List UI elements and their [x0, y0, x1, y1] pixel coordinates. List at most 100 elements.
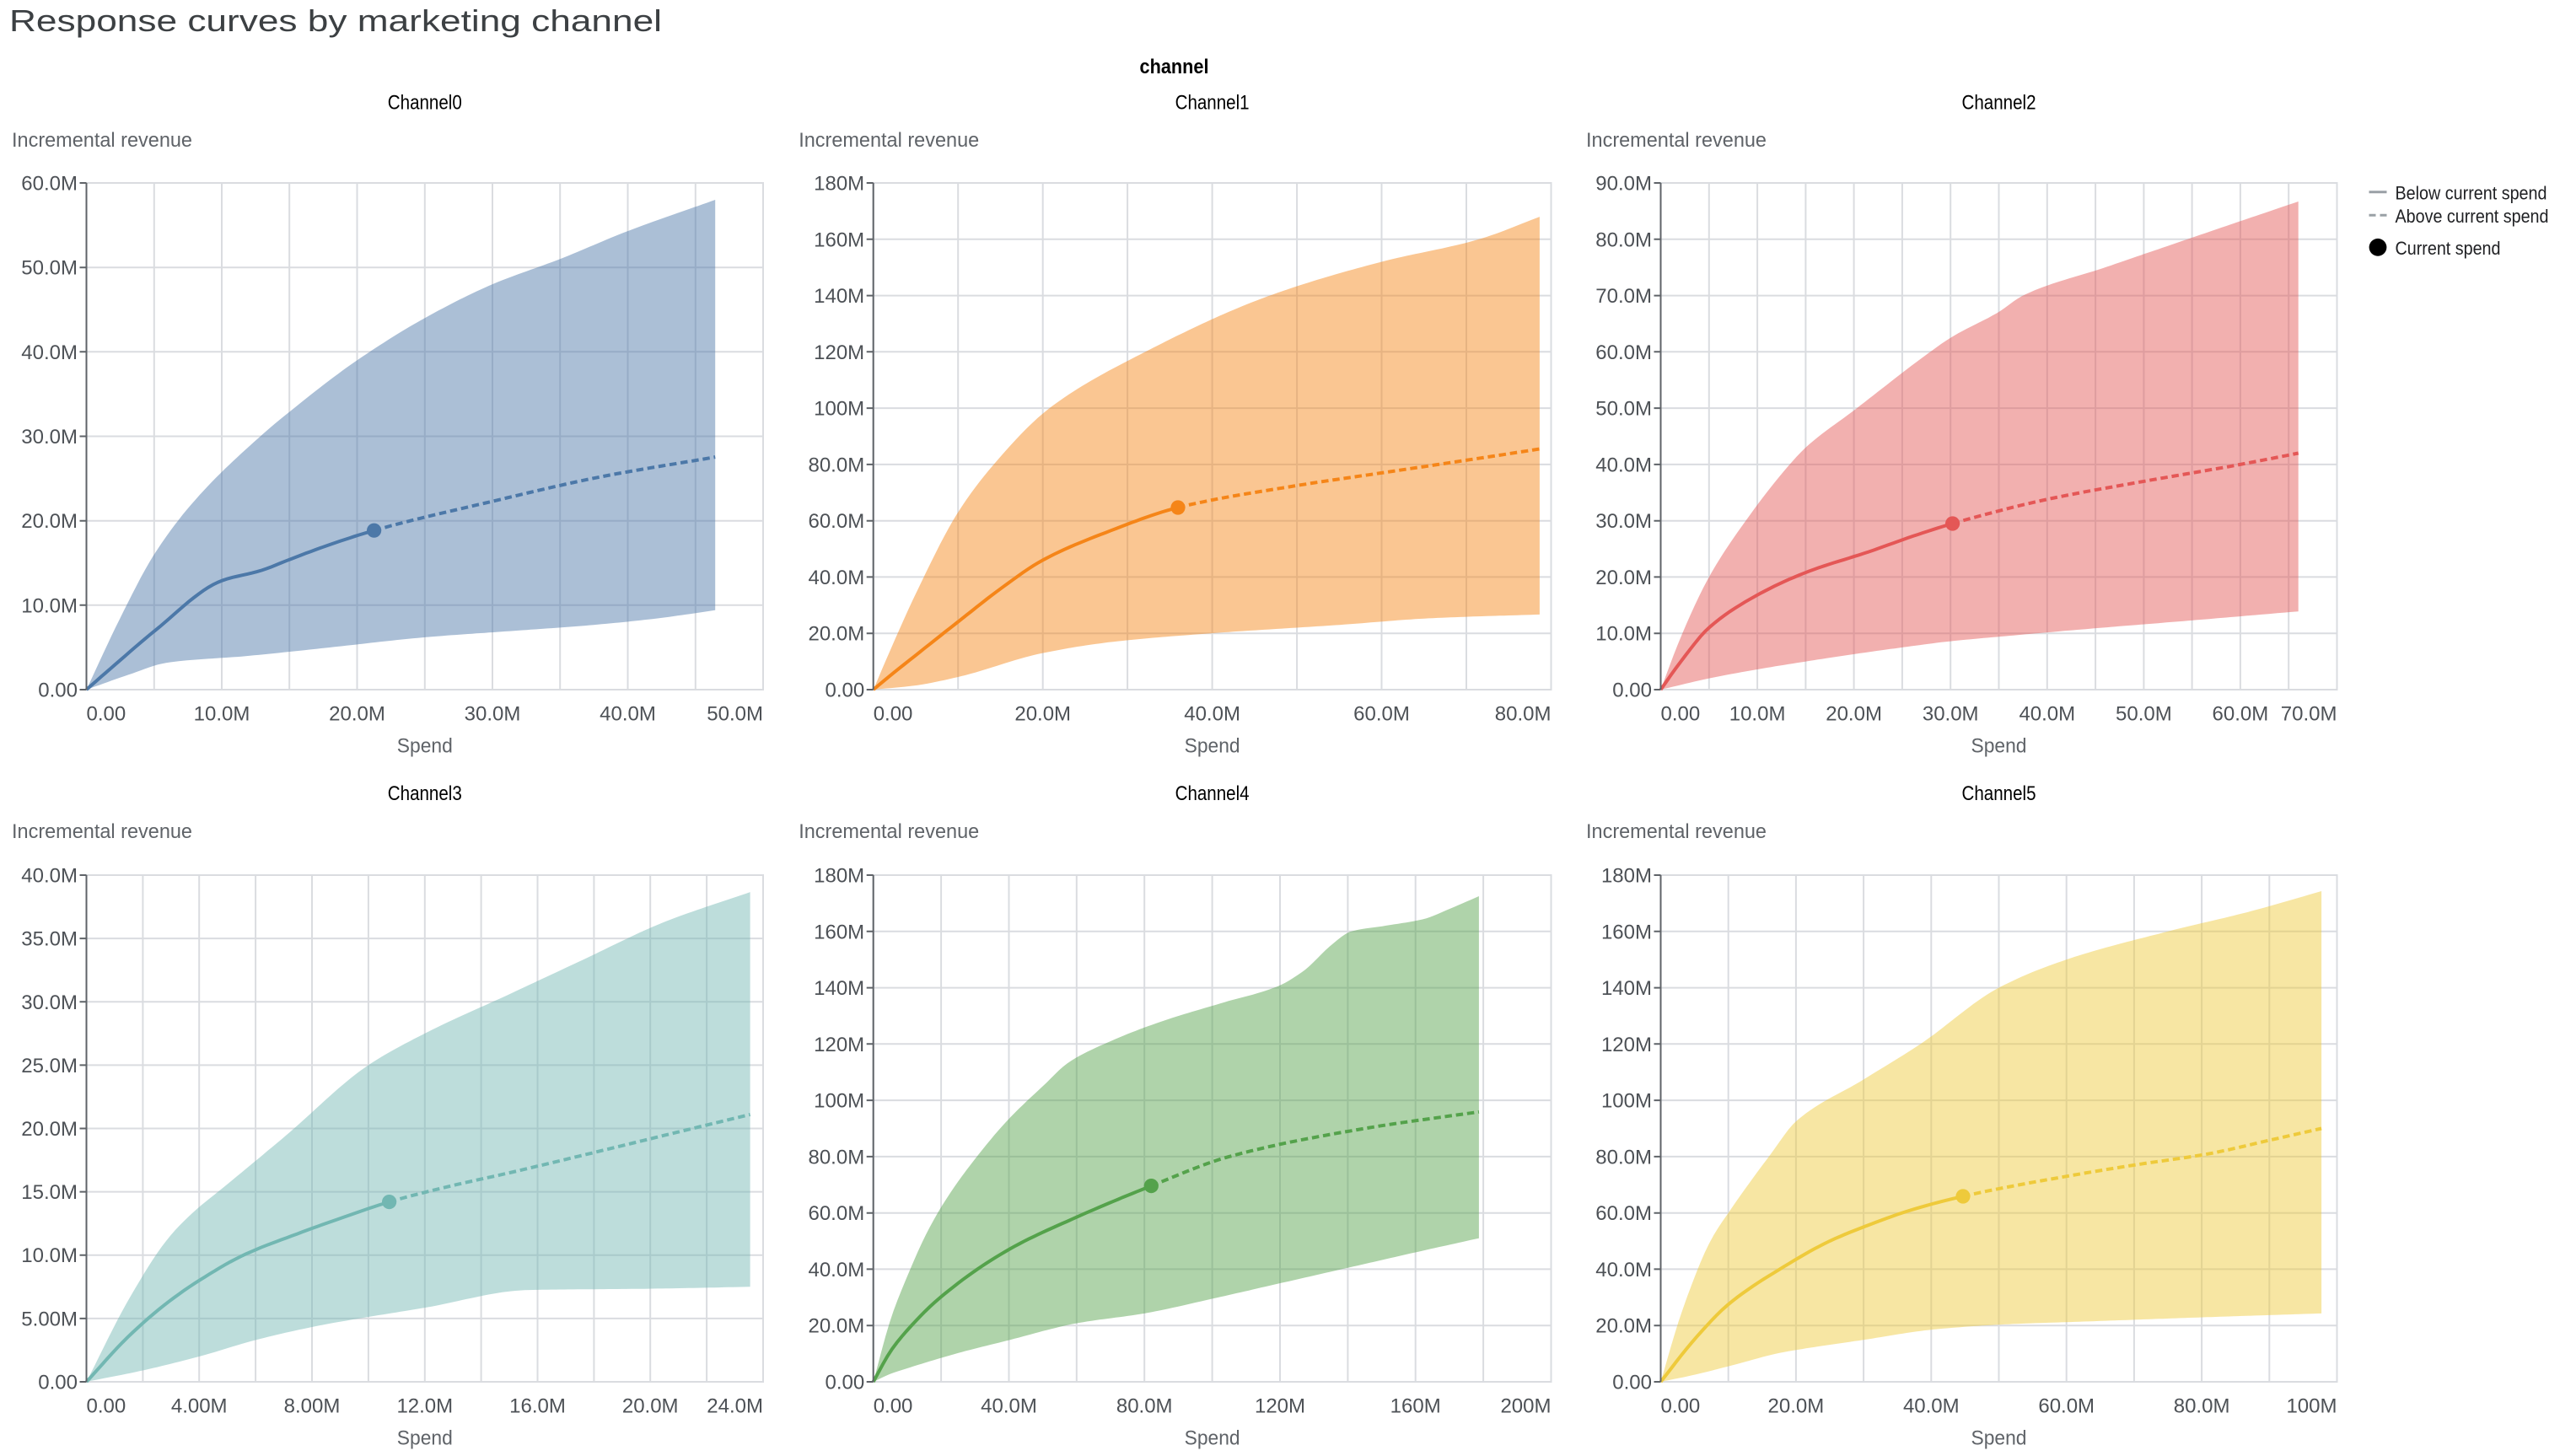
svg-text:Below current spend: Below current spend	[2396, 182, 2547, 203]
svg-text:140M: 140M	[814, 977, 864, 1000]
svg-text:40.0M: 40.0M	[808, 1259, 864, 1281]
svg-text:100M: 100M	[2286, 1395, 2337, 1418]
svg-text:30.0M: 30.0M	[21, 991, 78, 1014]
svg-text:60.0M: 60.0M	[2213, 703, 2269, 726]
svg-text:120M: 120M	[1255, 1395, 1305, 1418]
svg-text:Spend: Spend	[1185, 735, 1240, 758]
svg-text:40.0M: 40.0M	[600, 703, 656, 726]
svg-text:Spend: Spend	[1971, 735, 2027, 758]
svg-text:Spend: Spend	[397, 735, 453, 758]
svg-text:channel: channel	[1140, 56, 1209, 78]
svg-text:160M: 160M	[814, 921, 864, 943]
svg-text:Channel5: Channel5	[1962, 782, 2036, 805]
svg-text:Spend: Spend	[1971, 1427, 2027, 1450]
svg-text:40.0M: 40.0M	[808, 567, 864, 589]
svg-text:Channel1: Channel1	[1175, 92, 1250, 115]
svg-text:80.0M: 80.0M	[808, 1146, 864, 1169]
svg-text:140M: 140M	[814, 285, 864, 308]
svg-text:Channel2: Channel2	[1962, 92, 2036, 115]
svg-text:0.00: 0.00	[1612, 1372, 1652, 1394]
svg-text:24.0M: 24.0M	[707, 1395, 763, 1418]
svg-text:40.0M: 40.0M	[1595, 1259, 1652, 1281]
svg-text:8.00M: 8.00M	[284, 1395, 341, 1418]
svg-text:Channel0: Channel0	[388, 92, 462, 115]
svg-text:40.0M: 40.0M	[21, 341, 78, 364]
svg-text:180M: 180M	[1601, 865, 1652, 888]
svg-text:50.0M: 50.0M	[2116, 703, 2172, 726]
svg-text:120M: 120M	[814, 1034, 864, 1056]
svg-text:160M: 160M	[814, 228, 864, 251]
svg-text:100M: 100M	[814, 398, 864, 421]
svg-text:16.0M: 16.0M	[509, 1395, 566, 1418]
svg-text:20.0M: 20.0M	[21, 1118, 78, 1141]
svg-text:80.0M: 80.0M	[1495, 703, 1552, 726]
svg-text:10.0M: 10.0M	[21, 1244, 78, 1267]
svg-text:Channel4: Channel4	[1175, 782, 1250, 805]
svg-text:20.0M: 20.0M	[808, 1315, 864, 1338]
svg-text:100M: 100M	[814, 1090, 864, 1113]
svg-text:20.0M: 20.0M	[1014, 703, 1071, 726]
svg-text:20.0M: 20.0M	[1768, 1395, 1825, 1418]
svg-text:60.0M: 60.0M	[1595, 341, 1652, 364]
svg-text:Current spend: Current spend	[2396, 238, 2501, 259]
svg-text:20.0M: 20.0M	[622, 1395, 679, 1418]
svg-text:Incremental revenue: Incremental revenue	[1586, 129, 1767, 152]
svg-text:Incremental revenue: Incremental revenue	[1586, 820, 1767, 843]
svg-text:15.0M: 15.0M	[21, 1181, 78, 1204]
svg-text:60.0M: 60.0M	[808, 1202, 864, 1225]
svg-text:Incremental revenue: Incremental revenue	[12, 820, 192, 843]
svg-text:40.0M: 40.0M	[21, 865, 78, 888]
svg-text:30.0M: 30.0M	[1923, 703, 1979, 726]
svg-text:10.0M: 10.0M	[1729, 703, 1786, 726]
svg-text:20.0M: 20.0M	[1595, 1315, 1652, 1338]
svg-text:80.0M: 80.0M	[1595, 1146, 1652, 1169]
svg-text:0.00: 0.00	[1661, 703, 1701, 726]
svg-text:10.0M: 10.0M	[21, 594, 78, 617]
svg-text:Spend: Spend	[1185, 1427, 1240, 1450]
svg-text:160M: 160M	[1390, 1395, 1441, 1418]
svg-text:80.0M: 80.0M	[808, 454, 864, 476]
svg-text:60.0M: 60.0M	[21, 173, 78, 196]
svg-text:Incremental revenue: Incremental revenue	[799, 820, 979, 843]
svg-text:40.0M: 40.0M	[981, 1395, 1037, 1418]
svg-text:Spend: Spend	[397, 1427, 453, 1450]
svg-text:60.0M: 60.0M	[1595, 1202, 1652, 1225]
svg-text:40.0M: 40.0M	[1903, 1395, 1960, 1418]
svg-text:50.0M: 50.0M	[707, 703, 763, 726]
svg-text:20.0M: 20.0M	[1826, 703, 1882, 726]
svg-text:60.0M: 60.0M	[1353, 703, 1410, 726]
svg-text:30.0M: 30.0M	[1595, 510, 1652, 533]
svg-text:25.0M: 25.0M	[21, 1055, 78, 1077]
svg-text:10.0M: 10.0M	[194, 703, 250, 726]
svg-text:0.00: 0.00	[38, 680, 78, 702]
svg-text:180M: 180M	[814, 865, 864, 888]
svg-text:200M: 200M	[1500, 1395, 1551, 1418]
svg-text:0.00: 0.00	[38, 1372, 78, 1394]
svg-text:80.0M: 80.0M	[1595, 228, 1652, 251]
svg-text:90.0M: 90.0M	[1595, 173, 1652, 196]
svg-text:40.0M: 40.0M	[1184, 703, 1240, 726]
svg-text:120M: 120M	[1601, 1034, 1652, 1056]
svg-text:0.00: 0.00	[825, 1372, 864, 1394]
svg-text:160M: 160M	[1601, 921, 1652, 943]
svg-text:140M: 140M	[1601, 977, 1652, 1000]
svg-text:Response curves by marketing c: Response curves by marketing channel	[9, 3, 662, 38]
svg-text:Above current spend: Above current spend	[2396, 206, 2549, 227]
svg-text:70.0M: 70.0M	[1595, 285, 1652, 308]
svg-text:0.00: 0.00	[87, 1395, 126, 1418]
svg-text:20.0M: 20.0M	[329, 703, 385, 726]
svg-text:35.0M: 35.0M	[21, 928, 78, 951]
svg-text:0.00: 0.00	[825, 680, 864, 702]
svg-text:5.00M: 5.00M	[21, 1308, 78, 1330]
svg-text:180M: 180M	[814, 173, 864, 196]
svg-text:80.0M: 80.0M	[2174, 1395, 2230, 1418]
svg-text:0.00: 0.00	[1661, 1395, 1701, 1418]
svg-text:0.00: 0.00	[874, 1395, 913, 1418]
svg-text:40.0M: 40.0M	[1595, 454, 1652, 476]
svg-text:Channel3: Channel3	[388, 782, 462, 805]
svg-text:0.00: 0.00	[874, 703, 913, 726]
svg-text:80.0M: 80.0M	[1116, 1395, 1173, 1418]
svg-text:30.0M: 30.0M	[465, 703, 521, 726]
svg-text:30.0M: 30.0M	[21, 426, 78, 449]
svg-text:0.00: 0.00	[87, 703, 126, 726]
